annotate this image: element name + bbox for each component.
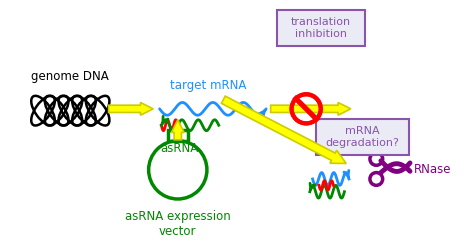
Text: asRNA expression
vector: asRNA expression vector xyxy=(125,210,231,238)
FancyBboxPatch shape xyxy=(277,10,365,46)
Bar xyxy=(168,130,188,141)
Text: genome DNA: genome DNA xyxy=(31,70,109,83)
Text: mRNA
degradation?: mRNA degradation? xyxy=(326,126,400,148)
Text: asRNA: asRNA xyxy=(161,142,199,155)
Text: RNase: RNase xyxy=(414,163,451,176)
Polygon shape xyxy=(172,120,184,140)
Polygon shape xyxy=(271,102,351,115)
Polygon shape xyxy=(221,96,346,163)
Text: translation
inhibition: translation inhibition xyxy=(291,17,351,39)
Text: target mRNA: target mRNA xyxy=(170,80,246,93)
FancyBboxPatch shape xyxy=(316,119,409,155)
Polygon shape xyxy=(109,102,153,115)
